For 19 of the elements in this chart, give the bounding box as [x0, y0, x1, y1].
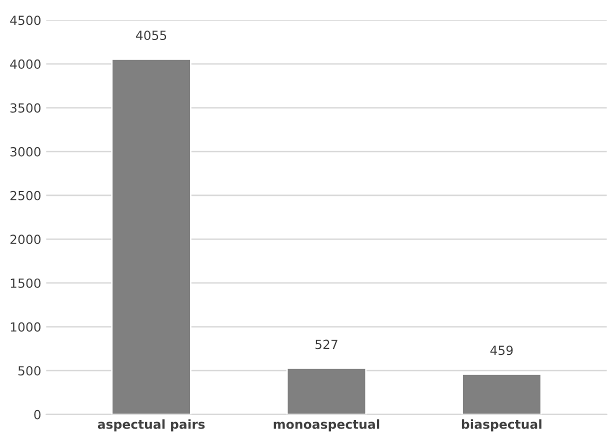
- y-tick-label: 3000: [10, 147, 41, 156]
- bar: [286, 368, 367, 414]
- x-tick-label: aspectual pairs: [98, 419, 205, 432]
- y-tick-label: 500: [18, 366, 41, 376]
- y-tick-label: 4000: [10, 59, 41, 69]
- x-tick-label: biaspectual: [462, 419, 542, 432]
- data-label: 459: [490, 346, 513, 356]
- bar: [111, 58, 192, 414]
- y-tick-label: 2500: [10, 190, 41, 200]
- y-tick-label: 1000: [10, 322, 41, 332]
- x-tick-label: monoaspectual: [274, 419, 380, 432]
- y-tick-label: 0: [34, 410, 41, 420]
- y-tick-label: 3500: [10, 103, 41, 113]
- bar: [462, 373, 542, 414]
- data-label: 4055: [136, 30, 166, 40]
- y-tick-label: 2000: [10, 234, 41, 244]
- y-tick-label: 4500: [10, 16, 41, 26]
- y-tick-label: 1500: [10, 278, 41, 288]
- data-label: 527: [316, 340, 338, 350]
